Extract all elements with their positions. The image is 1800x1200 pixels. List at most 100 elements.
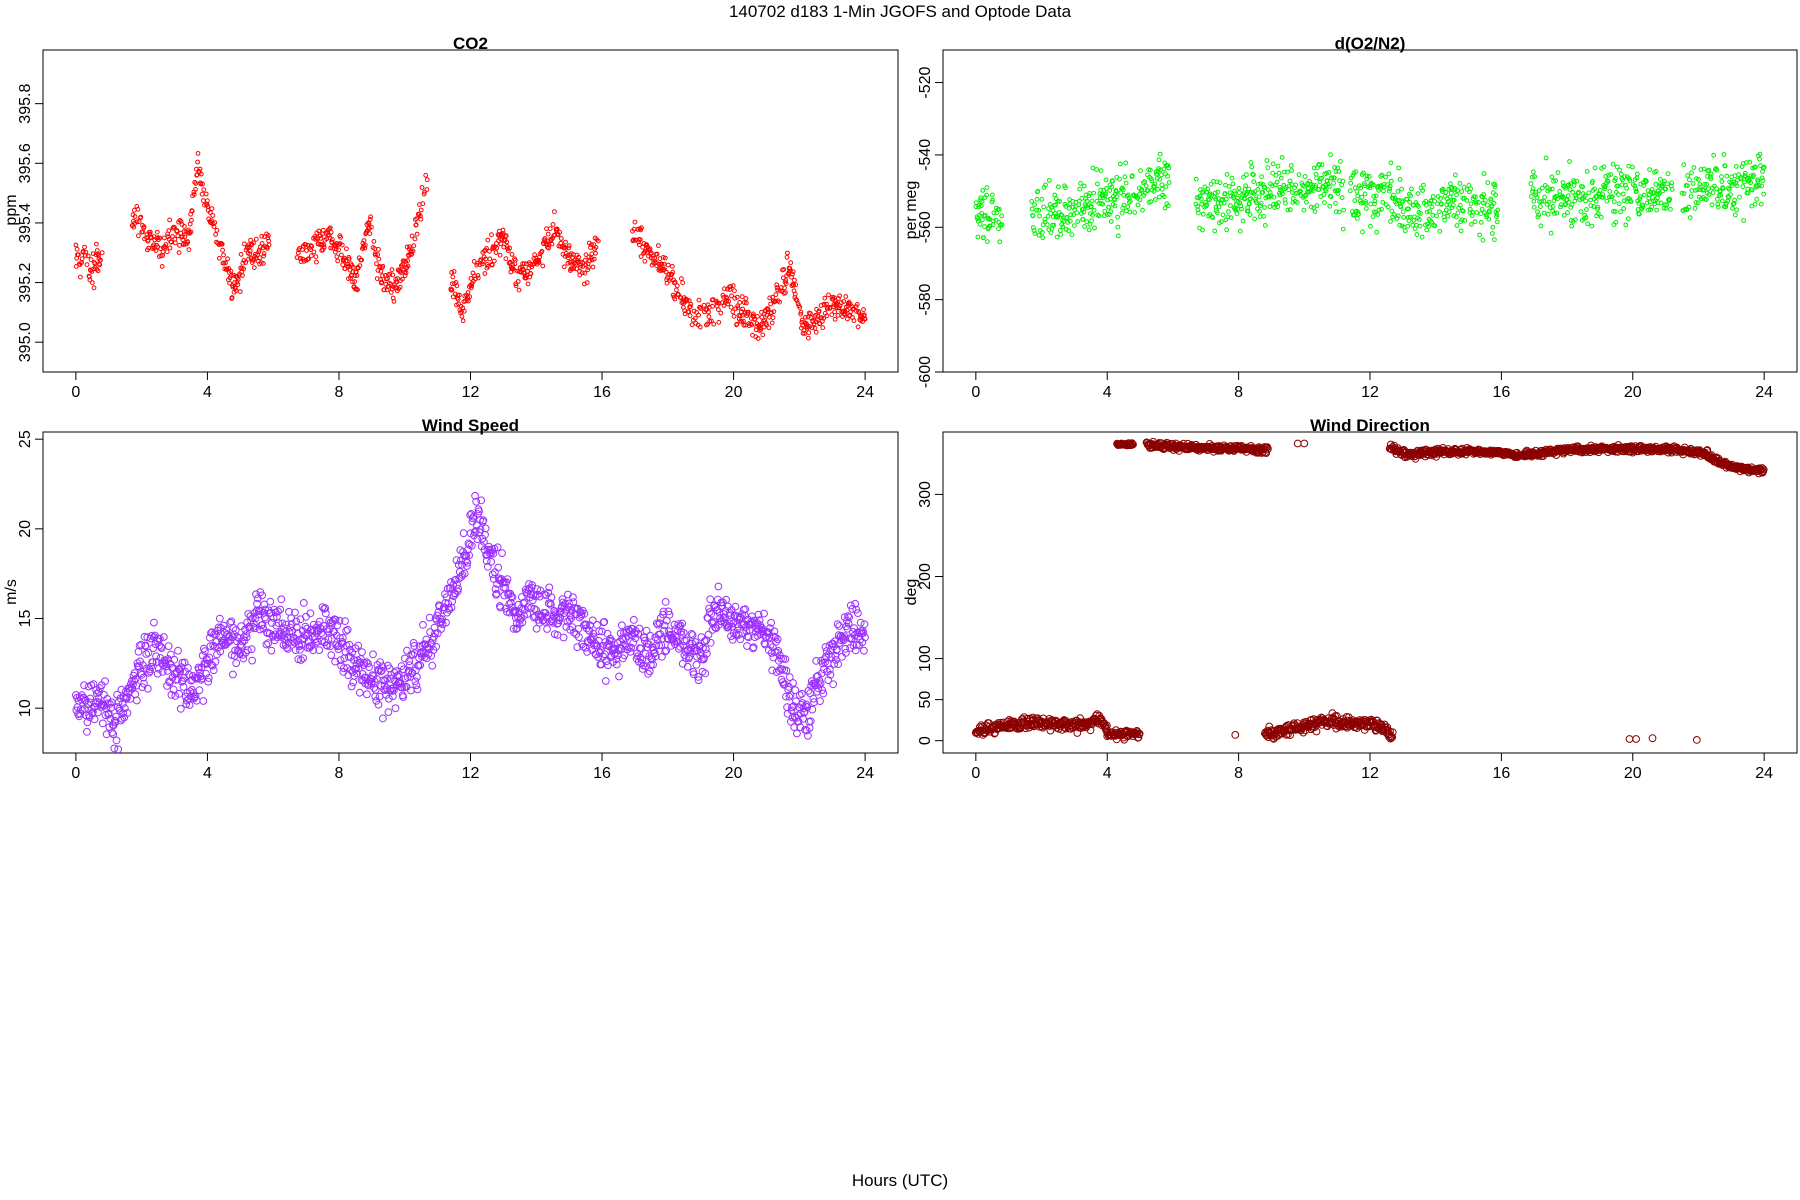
data-point [177,243,182,248]
data-point [550,222,556,227]
data-point [1480,194,1485,200]
data-point [1222,191,1228,196]
data-point [790,271,795,277]
data-point [729,293,734,299]
data-point [342,627,351,635]
data-point [1212,190,1218,196]
data-point [1641,192,1647,198]
data-point [1737,194,1742,200]
y-tick-label: -560 [917,211,934,243]
data-point [463,562,471,570]
data-point [170,234,175,239]
data-point [794,717,803,726]
data-point [318,235,324,241]
data-point [1490,231,1495,236]
data-point [635,624,644,633]
data-point [1733,212,1738,218]
data-point [1319,162,1325,168]
data-point [816,308,822,314]
data-point [175,689,184,698]
data-point [768,301,773,307]
data-point [843,294,849,299]
data-point [1454,192,1459,198]
data-point [228,273,234,279]
data-point [999,222,1005,228]
data-point [1546,199,1552,205]
data-point [1492,184,1498,190]
x-tick-label: 12 [462,384,480,401]
data-point [672,296,678,302]
data-point [663,269,669,275]
data-point [1313,171,1319,177]
data-point [746,309,751,315]
data-point [242,241,247,247]
data-point [1267,204,1273,210]
data-point [1438,196,1443,201]
data-point [975,216,980,222]
data-point [601,677,610,685]
data-point [1157,177,1163,182]
data-point [1755,179,1761,184]
data-point [459,529,468,538]
data-point [1570,190,1576,195]
data-point [1115,233,1121,239]
data-point [806,335,811,341]
data-point [765,306,771,312]
data-point [1478,211,1484,217]
data-point [154,229,160,235]
data-point [569,266,575,272]
data-point [588,616,597,625]
data-point [1157,151,1163,157]
data-point [1448,181,1453,187]
data-point [422,189,427,195]
data-point [421,191,427,197]
data-point [252,590,260,599]
data-point [1363,206,1369,211]
data-point [509,252,515,257]
data-point [1363,199,1368,204]
data-point [595,238,601,244]
y-tick-label: -600 [917,356,934,388]
data-point [1667,196,1673,202]
data-point [728,284,734,289]
data-point [343,625,352,634]
data-point [1214,210,1220,216]
data-point [377,666,386,675]
data-point [1758,201,1764,207]
panel-o2n2: d(O2/N2)0 4 8 12 16 20 24-600-580-560-540-520p… [903,34,1798,401]
data-point [334,254,340,260]
data-point [1621,206,1627,211]
data-point [465,290,471,295]
data-point [1204,202,1210,208]
data-point [1152,197,1158,202]
data-point [678,619,687,628]
data-point [546,242,552,248]
data-point [679,276,684,282]
data-point [1430,212,1436,218]
data-point [540,263,546,269]
data-point [88,257,94,263]
data-point [132,214,138,219]
data-point [188,229,194,235]
data-point [1598,214,1604,220]
data-point [164,642,173,650]
data-point [237,289,243,295]
data-point [1317,162,1322,168]
data-point [780,275,786,281]
data-point [698,306,704,311]
data-point [1041,204,1046,210]
data-point [227,280,233,286]
data-point [1155,186,1161,192]
data-point [1098,187,1104,193]
data-point [1710,190,1716,196]
data-point [1072,223,1077,229]
data-point [704,630,713,639]
data-point [489,549,498,558]
y-axis-label: deg [903,579,920,606]
data-point [340,262,346,268]
data-point [203,191,209,197]
data-point [258,620,267,629]
data-point [1649,204,1655,210]
data-point [1615,183,1621,189]
data-point [228,268,234,274]
